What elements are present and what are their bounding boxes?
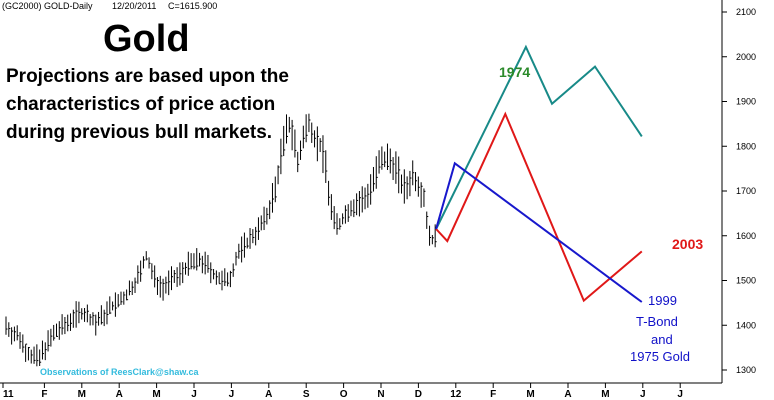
x-tick-label: J [677, 389, 683, 400]
projection-lines [435, 44, 643, 303]
series-line-1999 [435, 161, 643, 303]
y-tick-label: 1700 [736, 186, 756, 196]
x-tick-label: 11 [3, 389, 14, 400]
label-and: and [651, 332, 673, 347]
x-axis-ticks: 11 F M A M J J A S O N D 12 F M A M J J [2, 383, 683, 400]
chart-title: Gold [103, 18, 190, 60]
x-tick-label: M [526, 389, 534, 400]
y-tick-label: 2000 [736, 52, 756, 62]
x-tick-label: M [152, 389, 160, 400]
x-tick-label: J [191, 389, 197, 400]
x-tick-label: F [41, 389, 47, 400]
y-tick-label: 1600 [736, 231, 756, 241]
y-axis-ticks: 1300 1400 1500 1600 1700 1800 1900 2000 2100 [722, 7, 756, 375]
x-tick-label: S [303, 389, 310, 400]
header-date: 12/20/2011 [112, 1, 156, 11]
credit-text: Observations of ReesClark@shaw.ca [40, 367, 200, 377]
x-tick-label: 12 [450, 389, 462, 400]
x-tick-label: M [601, 389, 609, 400]
x-tick-label: J [640, 389, 646, 400]
series-line-2003 [435, 111, 643, 303]
y-tick-label: 1800 [736, 141, 756, 151]
x-tick-label: M [78, 389, 86, 400]
label-tbond: T-Bond [636, 314, 678, 329]
header-symbol: (GC2000) GOLD-Daily [2, 1, 93, 11]
note-line-3: during previous bull markets. [6, 122, 272, 143]
x-tick-label: J [229, 389, 235, 400]
price-bars [5, 113, 437, 367]
x-tick-label: A [265, 389, 272, 400]
label-1974: 1974 [499, 64, 530, 80]
y-tick-label: 1500 [736, 276, 756, 286]
note-line-2: characteristics of price action [6, 94, 275, 115]
y-tick-label: 1900 [736, 97, 756, 107]
x-tick-label: F [490, 389, 496, 400]
y-tick-label: 1400 [736, 320, 756, 330]
series-line-1974 [435, 44, 643, 230]
x-tick-label: N [377, 389, 384, 400]
x-tick-label: O [340, 389, 348, 400]
x-tick-label: D [415, 389, 422, 400]
note-line-1: Projections are based upon the [6, 66, 289, 87]
y-tick-label: 2100 [736, 7, 756, 17]
header-close: C=1615.900 [168, 1, 217, 11]
y-tick-label: 1300 [736, 365, 756, 375]
label-1975-gold: 1975 Gold [630, 349, 690, 364]
label-2003: 2003 [672, 236, 703, 252]
x-tick-label: A [564, 389, 571, 400]
x-tick-label: A [116, 389, 123, 400]
label-1999: 1999 [648, 293, 677, 308]
